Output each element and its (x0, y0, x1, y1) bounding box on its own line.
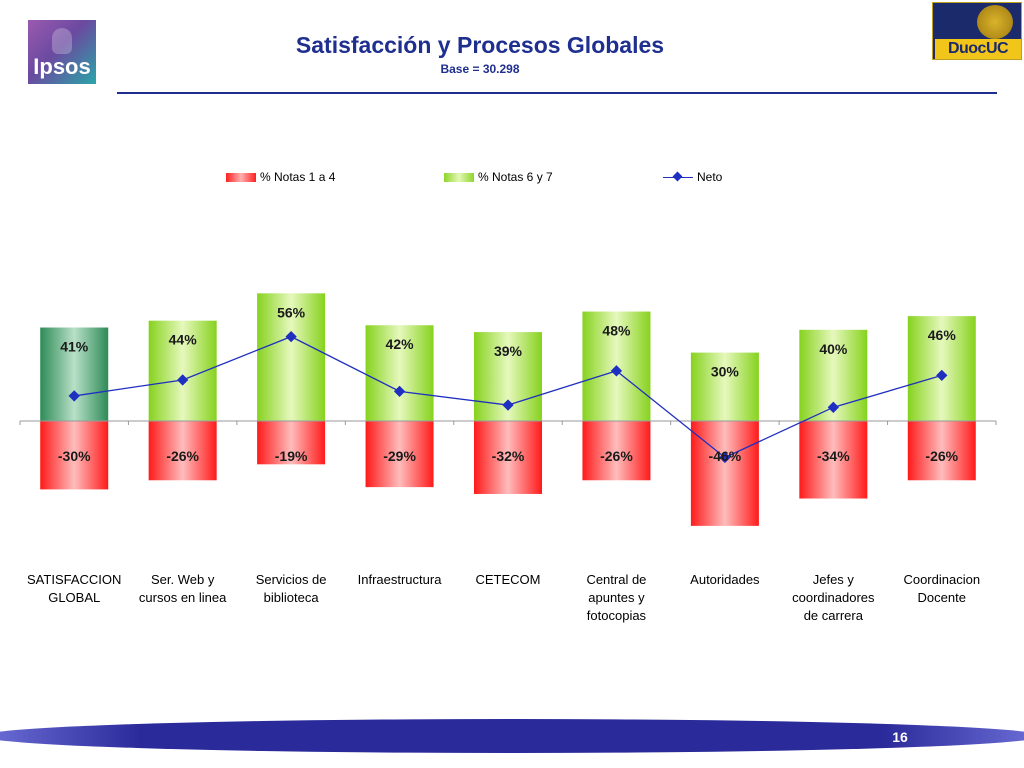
category-label: CETECOM (456, 571, 560, 589)
ipsos-logo-text: Ipsos (33, 54, 91, 79)
category-label-line: CETECOM (475, 572, 541, 587)
neto-marker (719, 451, 731, 464)
data-label-notas-1-4: -29% (383, 448, 416, 464)
positive-bars-series (40, 293, 976, 421)
category-label-line: Jefes y (812, 572, 854, 587)
category-label-line: biblioteca (263, 590, 319, 605)
legend-item-notas-1-4: % Notas 1 a 4 (226, 170, 335, 184)
category-label: Coordinacion Docente (890, 571, 994, 607)
bar-notas-6-7 (40, 327, 109, 421)
legend-swatch-line (663, 173, 693, 182)
category-label-line: apuntes y (588, 590, 645, 605)
legend-swatch-green (444, 172, 474, 182)
data-label-notas-1-4: -30% (58, 448, 91, 464)
bar-notas-1-4 (257, 421, 326, 465)
category-label-line: Servicios de (255, 572, 327, 587)
neto-marker (177, 374, 189, 386)
bar-notas-1-4 (799, 421, 868, 499)
neto-markers (68, 330, 948, 464)
data-label-notas-1-4: -19% (275, 448, 308, 464)
bar-notas-6-7 (365, 325, 434, 421)
legend-swatch-red (226, 172, 256, 182)
category-label-line: fotocopias (586, 608, 647, 623)
neto-marker (285, 330, 297, 343)
legend-item-neto: Neto (663, 170, 722, 184)
category-label-line: Central de (586, 572, 647, 587)
data-label-notas-1-4: -34% (817, 448, 850, 464)
data-label-notas-1-4: -32% (492, 448, 525, 464)
data-label-notas-6-7: 46% (928, 327, 957, 343)
neto-marker (502, 399, 514, 411)
bar-notas-1-4 (40, 421, 109, 490)
data-label-notas-6-7: 48% (602, 323, 631, 339)
data-label-notas-1-4: -46% (709, 448, 742, 464)
neto-marker (610, 365, 623, 377)
bar-notas-1-4 (690, 421, 759, 526)
data-label-notas-6-7: 39% (494, 343, 523, 359)
page-number: 16 (892, 729, 908, 745)
axis-ticks (19, 421, 997, 425)
category-label-line: Docente (917, 590, 966, 605)
neto-marker (936, 369, 948, 382)
bar-notas-1-4 (582, 421, 651, 481)
duocuc-logo-text: DuocUC (935, 39, 1021, 59)
category-label: Servicios de biblioteca (239, 571, 343, 607)
category-label: Central de apuntes y fotocopias (564, 571, 668, 625)
data-label-notas-6-7: 44% (169, 332, 198, 348)
neto-marker (393, 385, 406, 398)
category-label-line: GLOBAL (48, 590, 101, 605)
category-label-line: Autoridades (690, 572, 760, 587)
category-label-line: cursos en linea (138, 590, 227, 605)
bar-notas-6-7 (257, 293, 326, 421)
bar-notas-6-7 (690, 352, 759, 421)
data-label-notas-6-7: 40% (819, 341, 848, 357)
legend-item-notas-6-7: % Notas 6 y 7 (444, 170, 553, 184)
data-label-notas-1-4: -26% (925, 448, 958, 464)
category-label: Infraestructura (348, 571, 452, 589)
ipsos-logo: Ipsos (28, 20, 96, 84)
data-label-notas-6-7: 42% (386, 336, 415, 352)
category-label-line: Coordinacion (903, 572, 981, 587)
category-label: Autoridades (673, 571, 777, 589)
negative-bars-series (40, 421, 976, 526)
data-label-notas-1-4: -26% (600, 448, 633, 464)
data-labels: 41% -30% 44% -26% 56% -19% 42% -29% 39% -32% 48% -2… (58, 304, 959, 464)
category-label-line: Infraestructura (357, 572, 442, 587)
footer-band (0, 719, 1024, 753)
title-divider (117, 92, 997, 94)
page-title: Satisfacción y Procesos Globales (295, 32, 665, 58)
data-label-notas-6-7: 30% (711, 364, 740, 380)
bar-notas-6-7 (907, 316, 976, 421)
legend-label-notas-1-4: % Notas 1 a 4 (260, 170, 336, 184)
page-subtitle: Base = 30.298 (440, 62, 520, 76)
category-label: SATISFACCION GLOBAL (22, 571, 126, 607)
data-label-notas-1-4: -26% (166, 448, 199, 464)
category-label: Jefes y coordinadores de carrera (781, 571, 885, 625)
category-label-line: coordinadores (792, 590, 875, 605)
bar-notas-1-4 (474, 421, 542, 494)
bar-notas-1-4 (907, 421, 976, 481)
category-label-line: SATISFACCION (27, 572, 122, 587)
duocuc-crest-icon (977, 5, 1013, 39)
category-label-line: de carrera (803, 608, 863, 623)
data-label-notas-6-7: 41% (60, 339, 89, 355)
neto-marker (827, 401, 839, 413)
data-label-notas-6-7: 56% (277, 304, 306, 320)
bar-notas-1-4 (148, 421, 217, 481)
logo-head-shape (52, 28, 72, 54)
category-label-line: Ser. Web y (150, 572, 215, 587)
legend-label-neto: Neto (697, 170, 723, 184)
category-label: Ser. Web y cursos en linea (131, 571, 235, 607)
legend-label-notas-6-7: % Notas 6 y 7 (478, 170, 553, 184)
bar-notas-1-4 (365, 421, 434, 488)
duocuc-logo: DuocUC (932, 2, 1022, 60)
